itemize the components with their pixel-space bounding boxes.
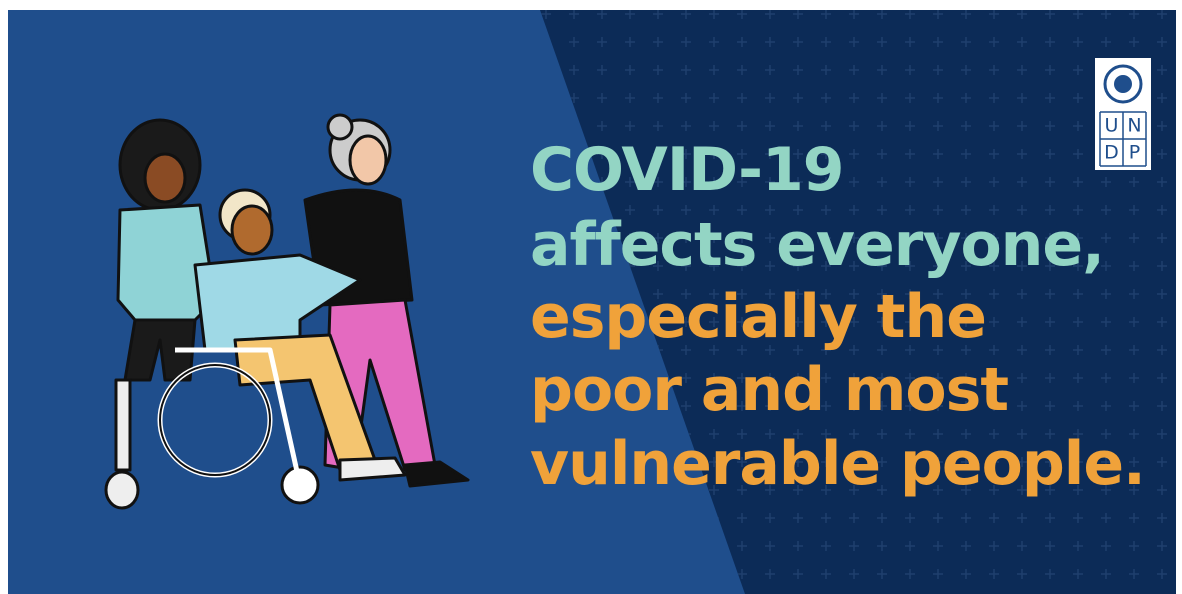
- logo-letter: U: [1105, 115, 1119, 137]
- prosthetic-leg: [116, 380, 130, 470]
- headline-line: especially the: [530, 282, 986, 352]
- headline-line: vulnerable people.: [530, 429, 1145, 499]
- headline-line: COVID-19: [530, 135, 844, 205]
- undp-logo: U N D P: [1095, 58, 1151, 170]
- logo-letter: P: [1129, 142, 1140, 164]
- headline-line: poor and most: [530, 355, 1008, 425]
- logo-letter: N: [1127, 115, 1141, 137]
- shoe: [340, 458, 405, 480]
- face: [350, 136, 386, 184]
- face: [232, 206, 272, 254]
- hair-bun: [328, 115, 352, 139]
- emblem-globe: [1114, 75, 1132, 93]
- prosthetic-foot: [106, 472, 138, 508]
- face: [145, 154, 185, 202]
- logo-letter: D: [1104, 142, 1119, 164]
- headline-line: affects everyone,: [530, 210, 1104, 280]
- poster: U N D P COVID-19 affects everyone, espec…: [0, 0, 1182, 594]
